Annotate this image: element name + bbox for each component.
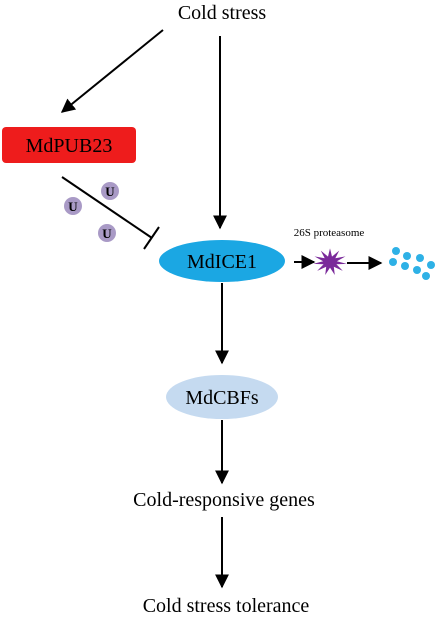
ubiquitin-3: U — [98, 224, 116, 242]
ubiquitin-2-label: U — [68, 199, 78, 214]
inhibition-mdpub23-to-mdice1 — [61, 176, 153, 239]
proteasome-label: 26S proteasome — [294, 227, 365, 239]
degraded-fragments — [389, 247, 435, 280]
cold-responsive-genes-label: Cold-responsive genes — [133, 489, 315, 511]
mdice1-label: MdICE1 — [187, 251, 257, 273]
inhibition-bar — [143, 226, 160, 250]
proteasome-starburst — [313, 248, 347, 275]
ubiquitin-1: U — [101, 182, 119, 200]
ubiquitin-3-label: U — [102, 226, 112, 241]
arrow-cold-to-mdpub23 — [60, 29, 164, 113]
mdcbfs-label: MdCBFs — [185, 387, 259, 409]
mdice1-ellipse — [159, 240, 285, 282]
mdcbfs-ellipse — [166, 375, 278, 419]
cold-stress-tolerance-label: Cold stress tolerance — [143, 595, 310, 617]
ubiquitin-1-label: U — [105, 184, 115, 199]
cold-stress-label: Cold stress — [178, 2, 267, 24]
mdpub23-box — [2, 127, 136, 163]
ubiquitin-2: U — [64, 197, 82, 215]
mdpub23-label: MdPUB23 — [26, 135, 113, 157]
